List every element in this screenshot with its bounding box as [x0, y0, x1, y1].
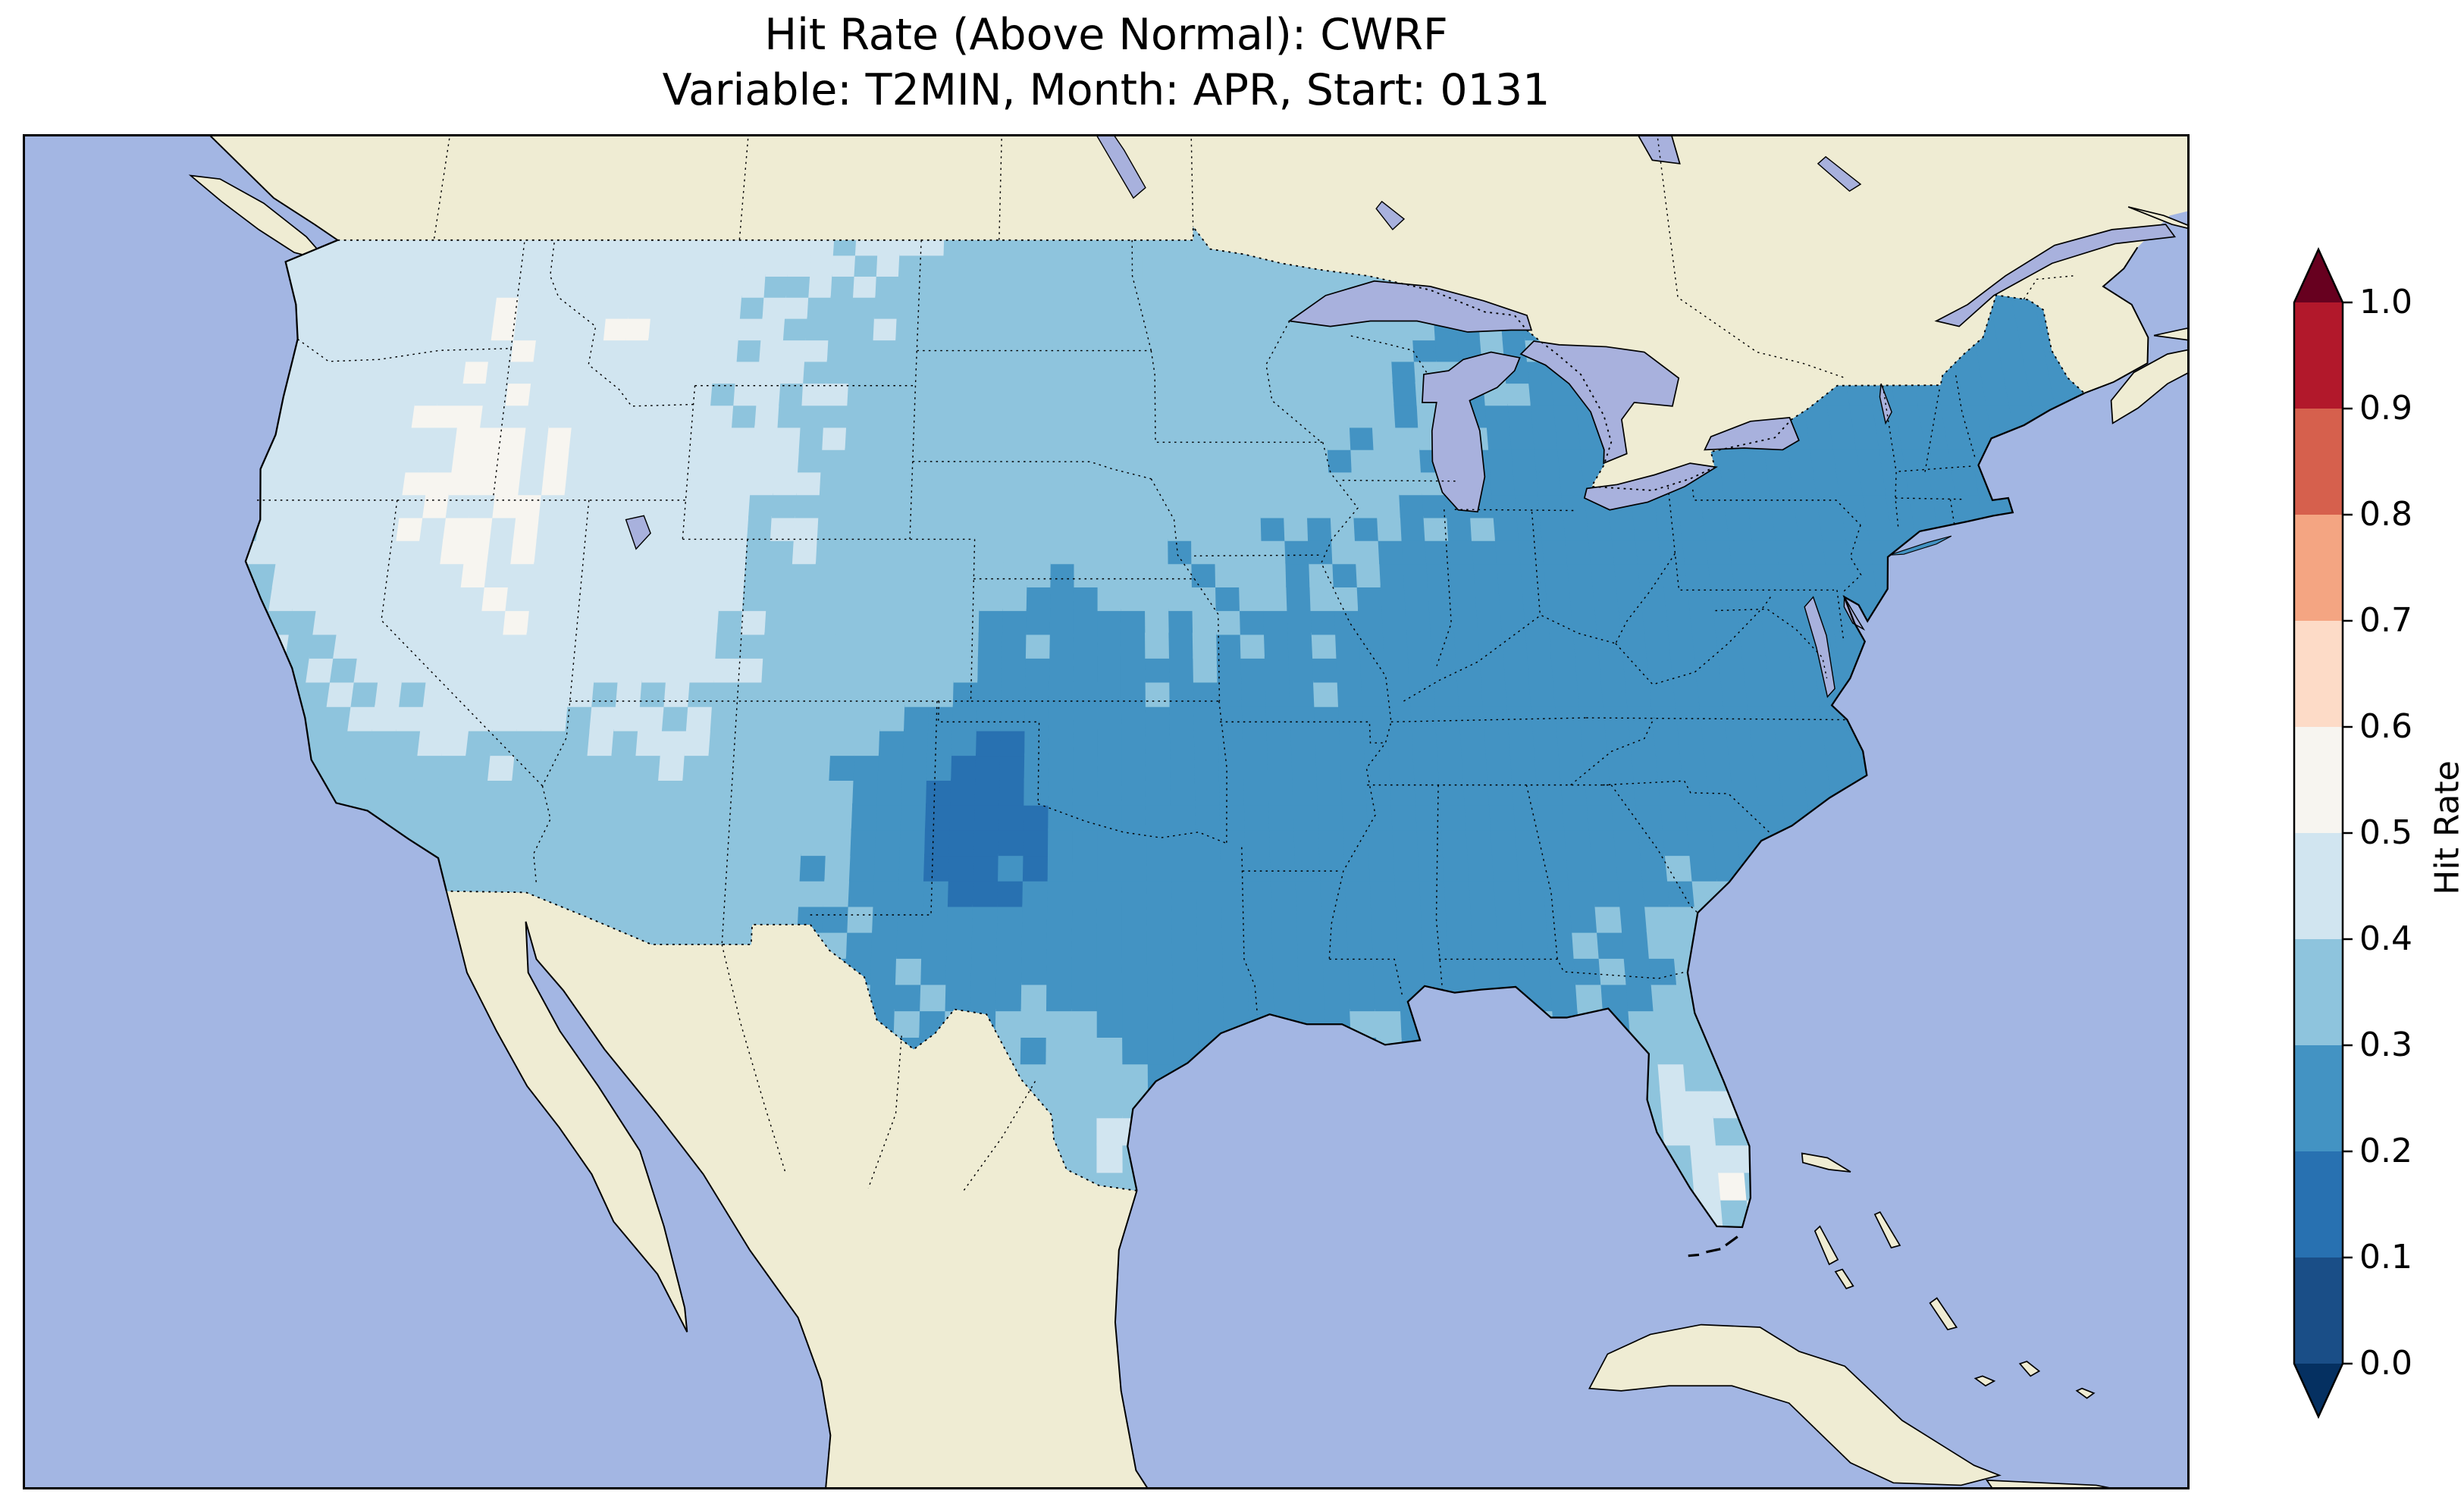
- colorbar-tick-label: 0.2: [2359, 1132, 2412, 1170]
- long-island: [1889, 535, 1952, 556]
- us-coastline-layer: [244, 239, 2085, 1258]
- colorbar-label: Hit Rate: [2428, 760, 2464, 895]
- colorbar-segment: [2294, 1151, 2343, 1258]
- colorbar-tick-label: 0.1: [2359, 1238, 2412, 1276]
- colorbar-extend-over: [2294, 249, 2343, 302]
- state-borders-layer: [257, 136, 2085, 1194]
- florida-keys: [1725, 1236, 1738, 1247]
- florida-keys: [1706, 1248, 1721, 1254]
- non-us-land-layer: [188, 136, 2187, 1487]
- colorbar-tick-label: 1.0: [2359, 283, 2412, 321]
- title-line-1: Hit Rate (Above Normal): CWRF: [764, 10, 1448, 60]
- us-canada-border: [337, 224, 2085, 491]
- colorbar-segment: [2294, 727, 2343, 833]
- colorbar-segment: [2294, 939, 2343, 1045]
- colorbar-segment: [2294, 302, 2343, 409]
- colorbar-tick-label: 0.0: [2359, 1344, 2412, 1383]
- st-lawrence-water: [1934, 224, 2177, 327]
- conus-hit-rate-map: [25, 136, 2187, 1487]
- colorbar-tick-label: 0.8: [2359, 495, 2412, 534]
- colorbar-segment: [2294, 409, 2343, 515]
- colorbar-extend-under: [2294, 1364, 2343, 1417]
- colorbar-segment: [2294, 1045, 2343, 1151]
- figure-title: Hit Rate (Above Normal): CWRF Variable: …: [23, 8, 2190, 118]
- colorbar-tick-label: 0.5: [2359, 813, 2412, 852]
- colorbar-tick-label: 0.3: [2359, 1026, 2412, 1064]
- map-panel: [23, 134, 2190, 1489]
- colorbar-segment: [2294, 833, 2343, 939]
- colorbar-tick-label: 0.6: [2359, 707, 2412, 746]
- colorbar-tick-label: 0.7: [2359, 601, 2412, 640]
- colorbar-gradient: [2293, 246, 2353, 1420]
- colorbar-segment: [2294, 621, 2343, 727]
- colorbar-segment: [2294, 515, 2343, 621]
- florida-keys: [1688, 1253, 1700, 1258]
- us-mexico-border: [446, 890, 1137, 1192]
- colorbar-tick-label: 0.9: [2359, 389, 2412, 428]
- title-line-2: Variable: T2MIN, Month: APR, Start: 0131: [662, 64, 1550, 115]
- colorbar-tick-label: 0.4: [2359, 919, 2412, 958]
- great-lakes-layer: [625, 136, 1892, 698]
- colorbar-segment: [2294, 1258, 2343, 1364]
